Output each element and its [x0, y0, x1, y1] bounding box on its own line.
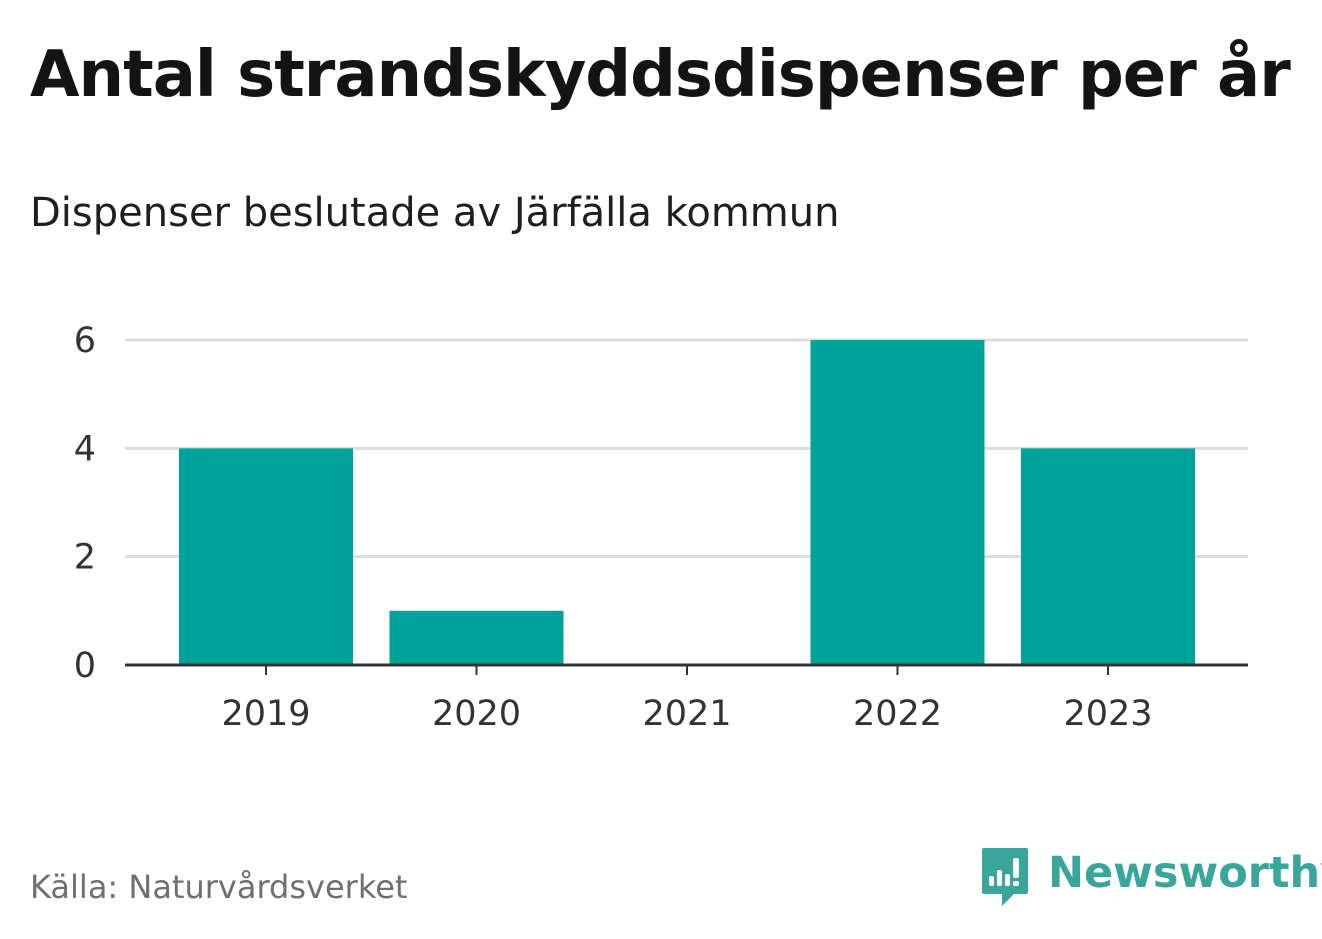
x-tick-label-2019: 2019 [221, 694, 310, 734]
x-tick-label-2020: 2020 [432, 694, 521, 734]
bar-2019 [179, 448, 353, 665]
x-tick-label-2023: 2023 [1063, 694, 1152, 734]
y-tick-label-0: 0 [74, 646, 96, 686]
y-tick-label-2: 2 [74, 538, 96, 578]
source-note: Källa: Naturvårdsverket [30, 868, 408, 906]
brand-name: Newsworthy [1048, 848, 1322, 898]
brand-logo: Newsworthy [980, 846, 1322, 912]
bar-2020 [389, 610, 564, 665]
x-tick-label-2022: 2022 [853, 694, 942, 734]
chart-subtitle: Dispenser beslutade av Järfälla kommun [30, 190, 840, 236]
y-tick-label-6: 6 [74, 321, 96, 361]
y-tick-label-4: 4 [74, 429, 96, 469]
bar-2022 [810, 340, 985, 665]
x-tick-label-2021: 2021 [642, 694, 731, 734]
bar-2023 [1021, 448, 1195, 665]
newsworthy-logo-icon [982, 848, 1028, 906]
chart-title: Antal strandskyddsdispenser per år [30, 38, 1291, 112]
